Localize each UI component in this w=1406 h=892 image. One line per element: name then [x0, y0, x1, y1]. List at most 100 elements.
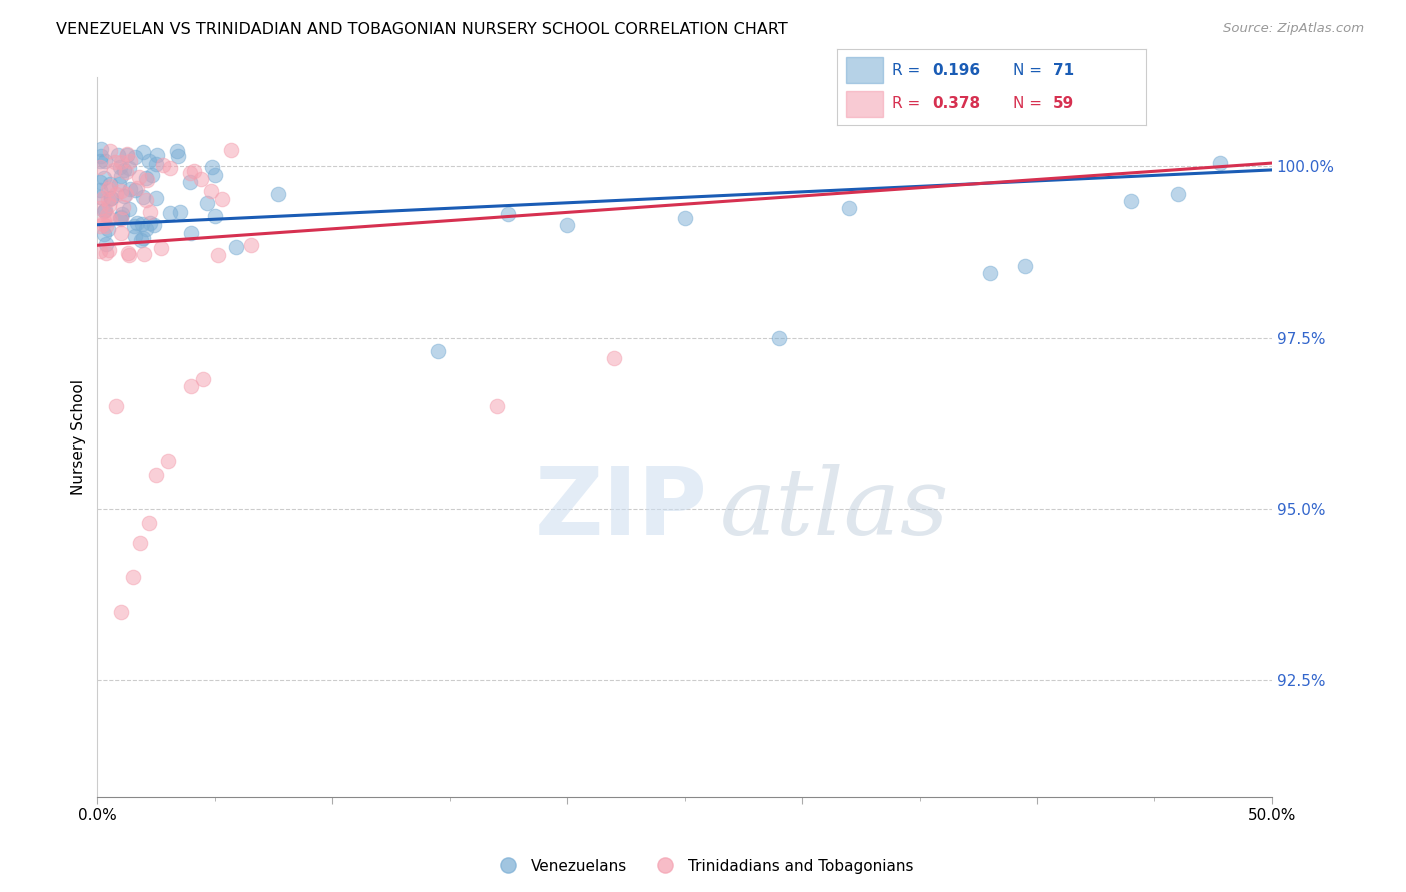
- Point: [555, 218, 578, 232]
- Point: [267, 186, 290, 201]
- Point: [167, 149, 190, 163]
- Point: [132, 247, 155, 261]
- Point: [1119, 194, 1142, 208]
- Point: [93, 203, 115, 218]
- Point: [96, 245, 118, 260]
- Point: [979, 266, 1001, 280]
- Point: [117, 246, 139, 260]
- Point: [156, 454, 179, 468]
- Point: [135, 172, 157, 186]
- Point: [105, 399, 128, 413]
- Point: [120, 182, 142, 196]
- Point: [98, 144, 121, 158]
- Text: VENEZUELAN VS TRINIDADIAN AND TOBAGONIAN NURSERY SCHOOL CORRELATION CHART: VENEZUELAN VS TRINIDADIAN AND TOBAGONIAN…: [56, 22, 787, 37]
- Point: [98, 177, 121, 191]
- Point: [89, 202, 111, 216]
- Point: [124, 183, 146, 197]
- Point: [138, 153, 160, 168]
- Point: [100, 191, 122, 205]
- Point: [107, 147, 129, 161]
- Point: [89, 219, 111, 234]
- Bar: [846, 57, 883, 83]
- Point: [111, 200, 134, 214]
- Point: [204, 169, 226, 183]
- Point: [603, 351, 626, 366]
- Point: [183, 164, 205, 178]
- Point: [169, 205, 191, 219]
- Point: [219, 143, 242, 157]
- Point: [94, 237, 117, 252]
- Point: [108, 160, 131, 174]
- Point: [93, 191, 115, 205]
- Point: [135, 222, 157, 236]
- Bar: [846, 91, 883, 118]
- Point: [138, 516, 160, 530]
- Point: [100, 191, 122, 205]
- Point: [115, 148, 138, 162]
- Point: [240, 237, 263, 252]
- Point: [180, 378, 202, 392]
- Point: [89, 190, 111, 204]
- Point: [129, 233, 152, 247]
- Point: [159, 161, 181, 176]
- Text: N =: N =: [1012, 96, 1046, 112]
- Point: [179, 175, 201, 189]
- Point: [89, 175, 111, 189]
- Point: [115, 165, 138, 179]
- Point: [94, 219, 117, 233]
- Point: [118, 248, 141, 262]
- Point: [135, 171, 157, 186]
- Point: [132, 145, 155, 159]
- Point: [110, 226, 132, 240]
- Point: [768, 331, 790, 345]
- Point: [110, 605, 132, 619]
- Point: [110, 169, 132, 183]
- Point: [195, 196, 218, 211]
- Text: R =: R =: [893, 62, 925, 78]
- Point: [145, 157, 167, 171]
- Point: [122, 219, 145, 233]
- Point: [97, 193, 120, 207]
- Point: [89, 183, 111, 197]
- Point: [201, 160, 224, 174]
- Point: [179, 166, 201, 180]
- Point: [673, 211, 696, 225]
- Point: [204, 209, 226, 223]
- Text: R =: R =: [893, 96, 925, 112]
- Point: [89, 154, 111, 169]
- Point: [159, 205, 181, 219]
- Point: [207, 247, 229, 261]
- Point: [131, 190, 153, 204]
- Point: [211, 193, 233, 207]
- Text: N =: N =: [1012, 62, 1046, 78]
- Point: [135, 193, 157, 207]
- Point: [127, 216, 149, 230]
- Point: [143, 219, 166, 233]
- Point: [89, 244, 111, 259]
- Point: [98, 211, 121, 226]
- Point: [141, 168, 163, 182]
- Point: [128, 536, 150, 550]
- Point: [110, 154, 132, 169]
- Point: [180, 226, 202, 240]
- Text: 71: 71: [1053, 62, 1074, 78]
- Point: [427, 344, 450, 359]
- Point: [98, 178, 121, 193]
- Point: [132, 230, 155, 244]
- Point: [146, 148, 169, 162]
- Legend: Venezuelans, Trinidadians and Tobagonians: Venezuelans, Trinidadians and Tobagonian…: [486, 853, 920, 880]
- Point: [103, 162, 125, 177]
- Point: [121, 570, 143, 584]
- Point: [93, 202, 115, 217]
- Point: [118, 153, 141, 168]
- Point: [108, 211, 131, 226]
- Point: [93, 227, 115, 241]
- Point: [108, 178, 131, 192]
- Text: ZIP: ZIP: [536, 463, 709, 555]
- Point: [1167, 186, 1189, 201]
- Point: [131, 217, 153, 231]
- Point: [838, 201, 860, 215]
- Point: [110, 184, 132, 198]
- Point: [498, 207, 520, 221]
- Point: [1014, 259, 1036, 273]
